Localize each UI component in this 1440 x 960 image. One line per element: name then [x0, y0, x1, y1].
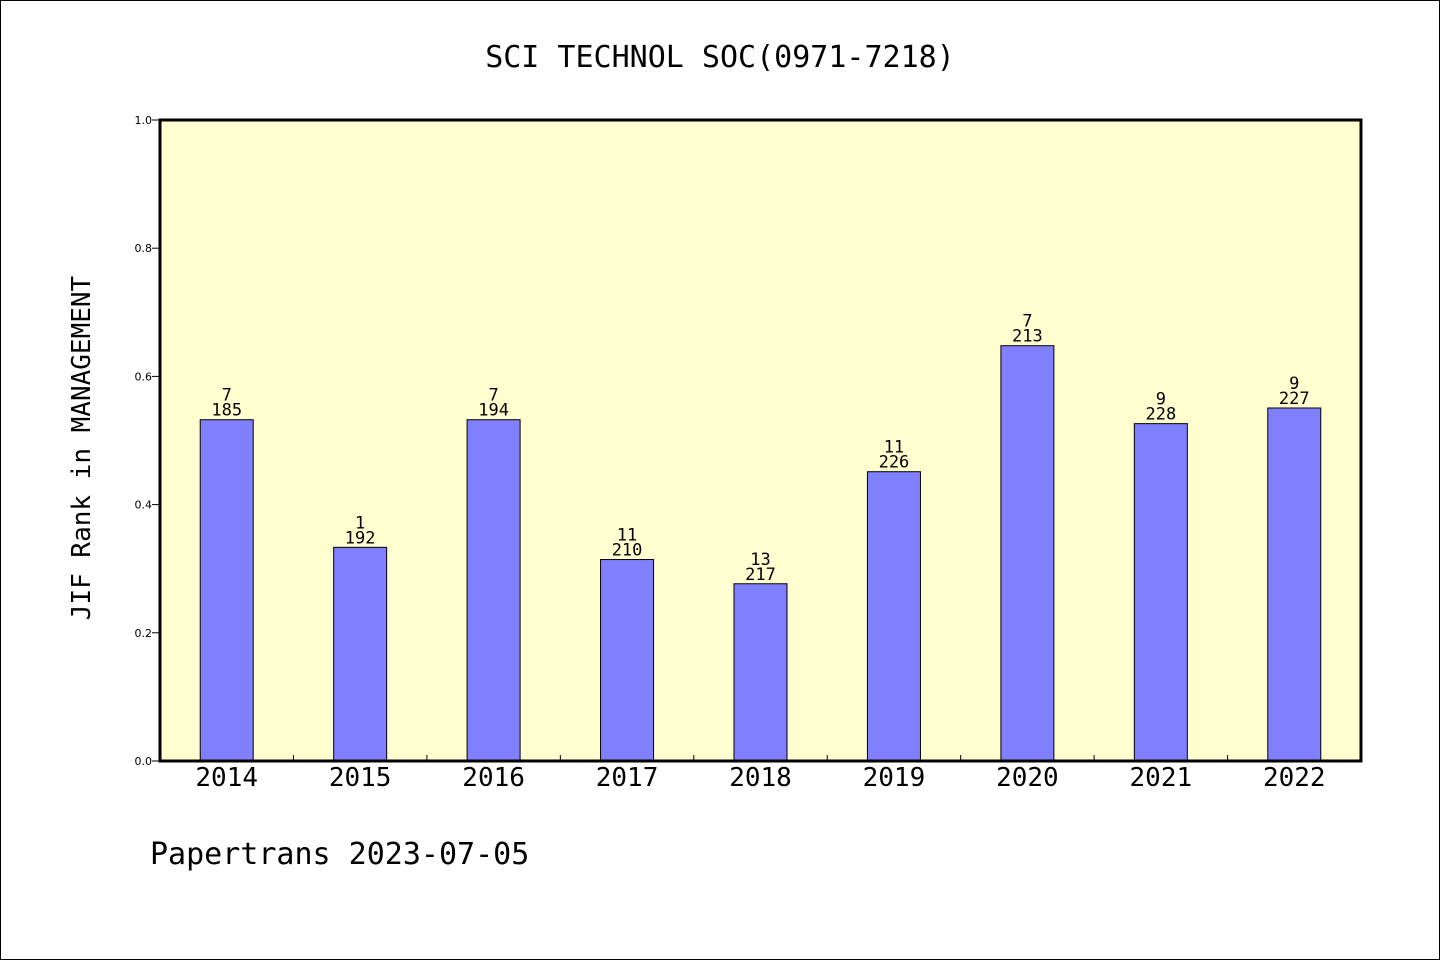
bar [199, 419, 254, 762]
bar [466, 419, 521, 762]
x-axis: 2014 2015 2016 2017 2018 2019 2020 2021 2022 [195, 755, 1326, 793]
y-axis-label: JIF Rank in MANAGEMENT [67, 275, 97, 620]
x-tick-label: 2014 [195, 763, 258, 793]
bar-rank-label: 7 [488, 386, 498, 406]
bar-total-label: 185 [211, 401, 242, 421]
y-tick-label: 0.2 [135, 627, 153, 640]
bar-total-label: 226 [879, 453, 910, 473]
bar-total-label: 192 [345, 528, 376, 548]
bar [1267, 407, 1322, 762]
bar-series [199, 345, 1322, 762]
y-axis: 0.0 0.2 0.4 0.6 0.8 1.0 [135, 114, 160, 768]
x-tick-label: 2020 [996, 763, 1059, 793]
bar-rank-label: 1 [355, 513, 365, 533]
bar-total-label: 210 [612, 541, 643, 561]
y-tick-label: 0.6 [135, 370, 153, 383]
bar-rank-label: 11 [884, 438, 904, 458]
footer-text: Papertrans 2023-07-05 [150, 837, 529, 872]
bar-total-label: 217 [745, 565, 776, 585]
bar-rank-label: 11 [617, 526, 637, 546]
bar [600, 559, 655, 762]
bar-rank-label: 9 [1289, 374, 1299, 394]
y-tick-label: 0.0 [135, 755, 153, 768]
bar [1000, 345, 1055, 762]
bar-total-label: 227 [1279, 389, 1310, 409]
plot-border [158, 118, 1363, 763]
bar-rank-label: 7 [1022, 312, 1032, 332]
bar [733, 583, 788, 762]
bar-rank-label: 13 [750, 550, 770, 570]
bar [866, 471, 921, 762]
y-tick-label: 0.4 [135, 499, 153, 512]
bar-total-label: 213 [1012, 327, 1043, 347]
x-tick-label: 2022 [1263, 763, 1326, 793]
x-tick-label: 2017 [596, 763, 659, 793]
x-tick-label: 2016 [462, 763, 525, 793]
y-tick-label: 1.0 [135, 114, 153, 127]
chart-title: SCI TECHNOL SOC(0971-7218) [485, 40, 955, 75]
bar [1133, 423, 1188, 762]
bar-total-label: 194 [478, 401, 509, 421]
x-tick-label: 2019 [863, 763, 926, 793]
x-tick-label: 2021 [1130, 763, 1193, 793]
bar-rank-label: 9 [1156, 390, 1166, 410]
bar-rank-label: 7 [222, 386, 232, 406]
y-tick-label: 0.8 [135, 242, 153, 255]
bar-total-label: 228 [1145, 405, 1176, 425]
x-tick-label: 2015 [329, 763, 392, 793]
bar [333, 546, 388, 762]
x-tick-label: 2018 [729, 763, 792, 793]
